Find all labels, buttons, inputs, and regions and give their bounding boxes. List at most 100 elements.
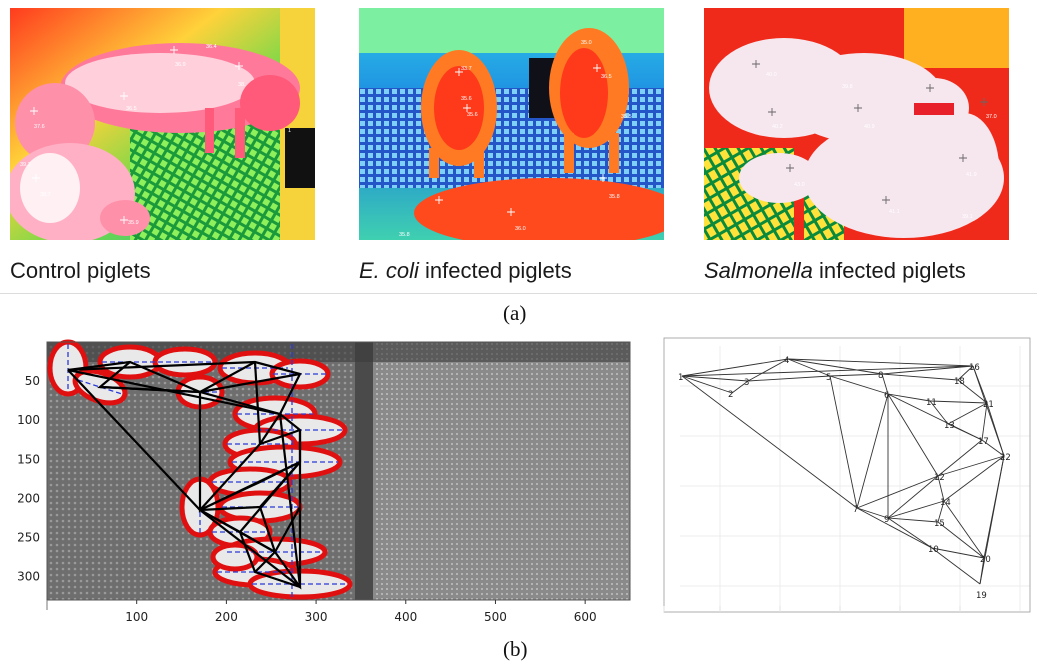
temp-label: 37.0 <box>986 114 997 120</box>
temp-label: 38. <box>238 82 246 88</box>
graph-edge <box>947 423 983 441</box>
graph-edge <box>887 517 939 523</box>
graph-edge <box>929 400 988 404</box>
temp-label: 36.5 <box>126 106 137 112</box>
graph-edge <box>747 375 831 382</box>
graph-edge <box>829 375 858 509</box>
panel-a-label: (a) <box>503 301 527 325</box>
x-tick-label: 200 <box>215 610 238 624</box>
temp-label: 1 <box>288 128 291 134</box>
temp-label: 36.4 <box>206 44 217 50</box>
graph-edge <box>731 380 749 394</box>
graph-node-label: 10 <box>928 545 939 555</box>
graph-node-label: 2 <box>728 390 733 400</box>
graph-edge <box>681 365 974 377</box>
panel-b-label: (b) <box>503 637 528 661</box>
graph-edge <box>929 400 949 425</box>
graph-edge <box>681 358 789 377</box>
graph-edge <box>979 557 985 585</box>
graph-node-label: 5 <box>826 373 831 383</box>
x-tick-label: 400 <box>394 610 417 624</box>
temp-label: 35.8 <box>609 194 620 200</box>
graph-node-label: 22 <box>1000 453 1011 463</box>
temp-label: 39.1 <box>962 214 973 220</box>
temp-label: 35.9 <box>128 220 139 226</box>
y-tick-label: 150 <box>17 452 40 466</box>
graph-edge <box>931 547 985 559</box>
graph-edge <box>881 373 959 381</box>
graph-edge <box>981 402 988 441</box>
graph-edge <box>881 373 889 395</box>
thermal-image-ecoli: 33.7 35.6 35.6 35.0 36.5 35.5 35.8 35.8 … <box>359 8 664 240</box>
temp-label: 40.9 <box>864 124 875 130</box>
temp-label: 35.0 <box>581 40 592 46</box>
graph-node-label: 20 <box>980 555 991 565</box>
graph-node-label: 11 <box>926 398 937 408</box>
graph-edge <box>887 475 939 519</box>
temp-label: 40.2 <box>772 124 783 130</box>
graph-edge <box>856 507 889 519</box>
graph-edge <box>856 475 939 509</box>
graph-edge <box>937 439 983 477</box>
graph-edge <box>979 455 1005 585</box>
graph-edge <box>681 375 733 394</box>
graph-edge <box>887 393 931 402</box>
triangulation-graph: 1 2 3 4 5 6 7 8 9 10 11 12 13 14 15 16 17 18 19 20 21 22 <box>660 336 1032 614</box>
graph-edge <box>681 375 749 382</box>
graph-node-label: 14 <box>940 498 951 508</box>
temp-label: 43.0 <box>794 182 805 188</box>
caption-ecoli: E. coli infected piglets <box>359 258 572 284</box>
caption-italic: Salmonella <box>704 258 813 283</box>
graph-edge <box>681 375 858 509</box>
graph-node-label: 6 <box>884 391 889 401</box>
y-tick-label: 250 <box>17 530 40 544</box>
graph-edge <box>937 500 945 523</box>
graph-edge <box>957 379 988 404</box>
graph-edge <box>887 500 945 519</box>
x-tick-label: 300 <box>305 610 328 624</box>
graph-node-label: 21 <box>983 400 994 410</box>
graph-edge <box>829 375 889 395</box>
y-tick-label: 50 <box>25 374 40 388</box>
graph-node-label: 8 <box>878 371 883 381</box>
graph-node-label: 7 <box>853 505 858 515</box>
caption-rest: infected piglets <box>418 258 572 283</box>
graph-node-label: 16 <box>969 363 980 373</box>
temp-label: 35.6 <box>467 112 478 118</box>
graph-node-label: 4 <box>784 356 789 366</box>
graph-edge <box>943 500 985 559</box>
temp-label: 35.5 <box>621 114 632 120</box>
graph-edge <box>887 517 933 549</box>
caption-control: Control piglets <box>10 258 151 283</box>
graph-node-label: 17 <box>978 437 989 447</box>
graph-edge <box>937 475 945 502</box>
divider <box>0 293 1037 294</box>
temp-label: 38.7 <box>40 192 51 198</box>
temp-label: 37.6 <box>34 124 45 130</box>
y-tick-label: 300 <box>17 570 40 584</box>
graph-edge <box>787 358 974 367</box>
temp-label: 39.3 <box>20 162 31 168</box>
temp-label: 36.9 <box>175 62 186 68</box>
caption-italic: E. coli <box>359 258 419 283</box>
temp-label: 35.6 <box>461 96 472 102</box>
graph-edge <box>943 455 1005 502</box>
graph-node-label: 15 <box>934 519 945 529</box>
ellipse-fit-image-plot: 100 200 300 400 500 600 50 100 150 200 250 300 <box>0 332 650 632</box>
graph-node-label: 18 <box>954 377 965 387</box>
caption-rest: infected piglets <box>812 258 966 283</box>
graph-edge <box>947 402 988 425</box>
temp-label: 35.8 <box>399 232 410 238</box>
graph-edge <box>881 365 974 375</box>
graph-edge <box>957 365 974 381</box>
thermal-image-salmonella: 40.0 39.8 40.2 40.9 37.0 41.9 41.1 39.1 … <box>704 8 1009 240</box>
temp-label: 40.0 <box>766 72 777 78</box>
temp-label: 41.1 <box>889 209 900 215</box>
thermal-image-control: 36.4 36.9 38. 36.5 37.6 39.3 38.7 35.9 1 <box>10 8 315 240</box>
graph-edge <box>856 393 889 509</box>
x-tick-label: 600 <box>574 610 597 624</box>
caption-salmonella: Salmonella infected piglets <box>704 258 966 284</box>
graph-node-label: 1 <box>678 373 683 383</box>
temp-label: 41.9 <box>966 172 977 178</box>
graph-edge <box>937 455 1005 477</box>
